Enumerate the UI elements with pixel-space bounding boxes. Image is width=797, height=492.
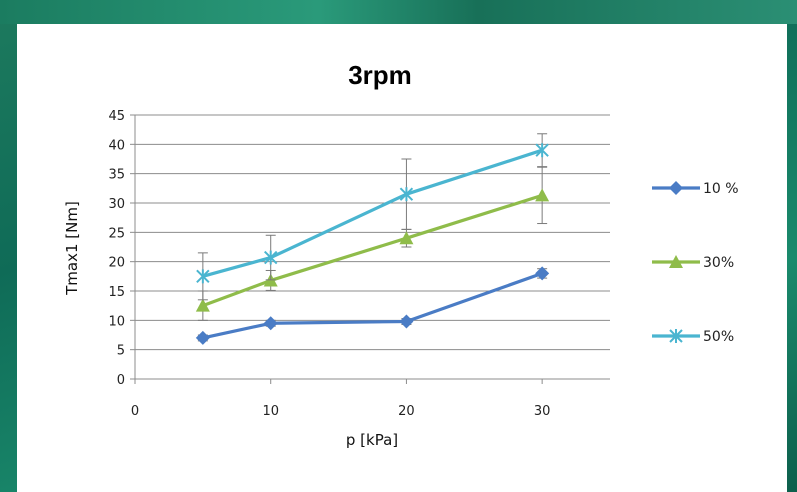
legend: 10 % 30% 50% xyxy=(652,181,739,345)
y-tick-label: 30 xyxy=(108,197,125,212)
y-tick-label: 5 xyxy=(117,344,125,359)
x-tick-label: 0 xyxy=(131,404,139,419)
legend-marker xyxy=(669,329,683,343)
axes xyxy=(130,114,610,384)
y-tick-labels: 0 5 10 15 20 25 30 35 40 45 xyxy=(108,109,125,388)
series-line xyxy=(202,271,543,340)
data-point xyxy=(535,266,550,281)
data-point xyxy=(196,269,210,284)
chart-title: 3rpm xyxy=(348,60,412,90)
x-tick-label: 10 xyxy=(262,404,279,419)
grid xyxy=(135,114,610,351)
legend-item: 10 % xyxy=(652,181,739,197)
y-tick-label: 10 xyxy=(108,314,125,329)
y-tick-label: 35 xyxy=(108,168,125,183)
data-point xyxy=(263,316,278,331)
data-point xyxy=(264,250,278,265)
series-2 xyxy=(196,133,549,301)
data-point xyxy=(399,187,414,202)
y-tick-label: 40 xyxy=(108,138,125,153)
data-point xyxy=(195,298,210,312)
series-1 xyxy=(195,166,550,321)
legend-label: 30% xyxy=(703,255,734,271)
data-point xyxy=(399,231,414,245)
legend-label: 10 % xyxy=(703,181,739,197)
legend-label: 50% xyxy=(703,329,734,345)
legend-item: 50% xyxy=(652,329,734,345)
series-line xyxy=(202,193,543,308)
legend-marker xyxy=(669,181,683,195)
data-point xyxy=(535,188,550,202)
data-point xyxy=(195,330,210,345)
data-point xyxy=(535,143,549,158)
x-tick-label: 20 xyxy=(398,404,415,419)
y-axis-label: Tmax1 [Nm] xyxy=(63,201,81,296)
legend-item: 30% xyxy=(652,255,734,271)
x-tick-label: 30 xyxy=(534,404,551,419)
data-point xyxy=(399,314,414,329)
y-tick-label: 45 xyxy=(108,109,125,124)
x-tick-labels: 0 10 20 30 xyxy=(131,404,551,419)
y-tick-label: 25 xyxy=(108,226,125,241)
background-header-band xyxy=(0,0,797,24)
y-tick-label: 15 xyxy=(108,285,125,300)
legend-marker xyxy=(669,255,683,268)
x-axis-label: p [kPa] xyxy=(346,431,398,449)
series-line xyxy=(202,148,543,278)
y-tick-label: 0 xyxy=(117,373,125,388)
series-0 xyxy=(195,266,550,345)
chart-panel xyxy=(17,24,787,492)
series xyxy=(195,133,550,345)
y-tick-label: 20 xyxy=(108,256,125,271)
